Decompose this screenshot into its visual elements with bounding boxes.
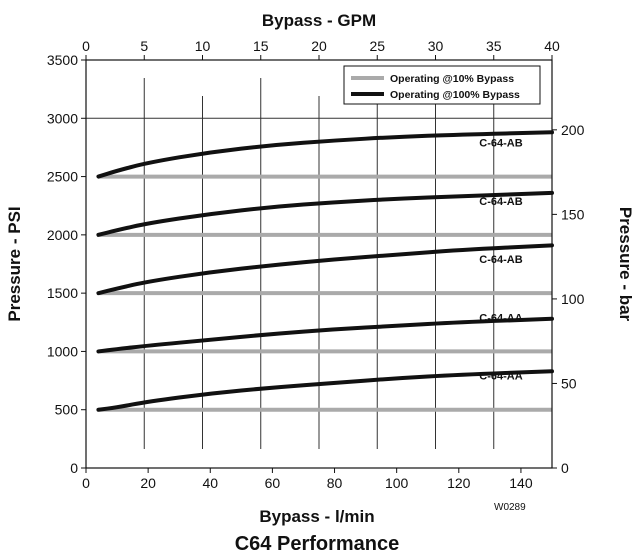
tick-label-gpm-25: 25: [369, 38, 385, 54]
tick-label-gpm-0: 0: [82, 38, 90, 54]
series-100-line-1: [96, 130, 554, 179]
y2-axis-title: Pressure - bar: [616, 207, 634, 322]
tick-label-psi-1000: 1000: [47, 343, 78, 359]
series-label-2: C-64-AB: [479, 196, 522, 208]
series-10-percent-bypass: [98, 174, 552, 412]
tick-label-psi-2000: 2000: [47, 227, 78, 243]
x-axis-title: Bypass - l/min: [259, 507, 374, 526]
series-100-line-5: [96, 369, 554, 412]
series-label-1: C-64-AB: [479, 138, 522, 150]
figure-code: W0289: [494, 502, 526, 513]
legend-label-100-percent: Operating @100% Bypass: [390, 89, 520, 101]
series-label-4: C-64-AA: [479, 312, 522, 324]
tick-label-psi-3000: 3000: [47, 110, 78, 126]
legend-box: [343, 65, 541, 105]
legend-label-10-percent: Operating @10% Bypass: [390, 73, 514, 85]
x-axis-ticks-gpm: 0 5 10 15 20 25 30 35 40: [82, 38, 560, 60]
tick-label-lmin-20: 20: [140, 475, 156, 491]
y-axis-title: Pressure - PSI: [5, 206, 24, 321]
tick-label-lmin-60: 60: [265, 475, 281, 491]
tick-label-bar-0: 0: [561, 460, 569, 476]
tick-label-bar-200: 200: [561, 122, 585, 138]
tick-label-gpm-35: 35: [486, 38, 502, 54]
tick-label-lmin-80: 80: [327, 475, 343, 491]
tick-label-psi-0: 0: [70, 460, 78, 476]
tick-label-bar-100: 100: [561, 291, 585, 307]
tick-label-gpm-10: 10: [195, 38, 211, 54]
tick-label-psi-3500: 3500: [47, 52, 78, 68]
series-100-line-4: [96, 316, 554, 354]
chart-title: C64 Performance: [235, 533, 400, 555]
tick-label-gpm-15: 15: [253, 38, 269, 54]
series-100-line-2: [96, 190, 554, 237]
series-100-percent-bypass: [96, 130, 554, 412]
tick-label-lmin-120: 120: [447, 475, 471, 491]
tick-label-gpm-20: 20: [311, 38, 327, 54]
tick-label-gpm-5: 5: [140, 38, 148, 54]
tick-label-psi-1500: 1500: [47, 285, 78, 301]
legend: Operating @10% Bypass Operating @100% By…: [343, 65, 541, 105]
tick-label-bar-150: 150: [561, 206, 585, 222]
tick-label-lmin-0: 0: [82, 475, 90, 491]
tick-label-lmin-40: 40: [202, 475, 218, 491]
series-100-line-3: [96, 243, 554, 296]
tick-label-psi-500: 500: [55, 402, 79, 418]
x-axis-ticks-lmin: 0 20 40 60 80 100 120 140: [82, 468, 533, 491]
tick-label-lmin-100: 100: [385, 475, 409, 491]
tick-label-lmin-140: 140: [509, 475, 533, 491]
series-labels: C-64-AB C-64-AB C-64-AB C-64-AA C-64-AA: [479, 138, 522, 383]
series-label-3: C-64-AB: [479, 254, 522, 266]
series-label-5: C-64-AA: [479, 371, 522, 383]
y-axis-ticks-psi: 0 500 1000 1500 2000 2500 3000 3500: [47, 52, 86, 476]
tick-label-bar-50: 50: [561, 375, 577, 391]
tick-label-gpm-30: 30: [428, 38, 444, 54]
tick-label-psi-2500: 2500: [47, 169, 78, 185]
tick-label-gpm-40: 40: [544, 38, 560, 54]
x2-axis-title: Bypass - GPM: [262, 11, 376, 30]
y-axis-ticks-bar: 0 50 100 150 200: [552, 122, 585, 476]
